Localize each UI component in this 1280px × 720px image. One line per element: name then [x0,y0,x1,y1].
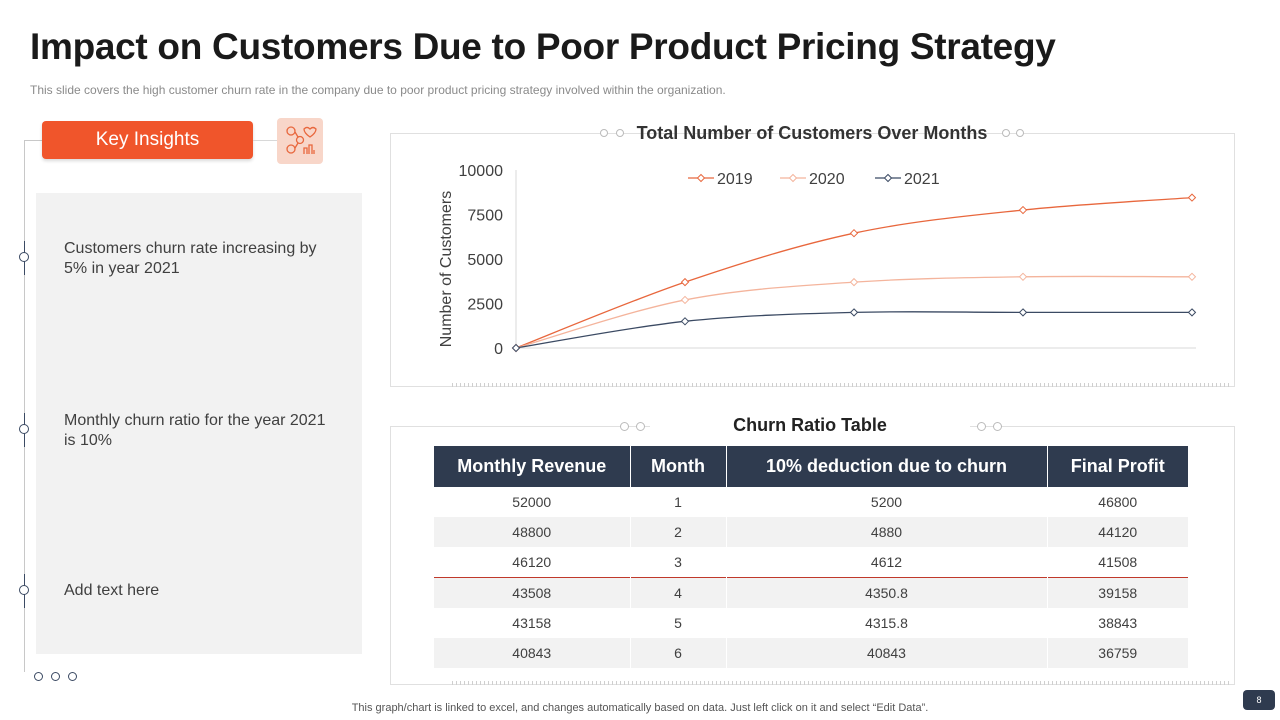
table-cell: 40843 [726,638,1048,668]
insight-item: Add text here [64,582,160,599]
table-frame-hatch [452,681,1232,685]
table-cell: 4880 [726,517,1048,547]
table-cell: 4315.8 [726,608,1048,638]
decorative-circle [600,129,608,137]
table-row: 40843 6 40843 36759 [434,638,1188,668]
data-point-2020 [1187,272,1197,282]
timeline-marker [19,424,29,434]
insight-item: Monthly churn ratio for the year 2021 is… [64,412,326,449]
y-tick-label: 7500 [467,208,503,225]
column-header: Month [630,446,727,487]
data-point-2019 [1018,205,1028,215]
table-cell: 4350.8 [726,577,1048,608]
table-cell: 43508 [434,577,631,608]
page-title: Impact on Customers Due to Poor Product … [30,26,1056,67]
table-cell: 43158 [434,608,631,638]
table-cell: 38843 [1047,608,1188,638]
data-point-2021 [680,317,690,326]
data-point-2020 [1018,272,1028,282]
table-cell: 44120 [1047,517,1188,547]
customers-line-chart[interactable]: Total Number of Customers Over Months 100… [390,118,1234,386]
table-row: 46120 3 4612 41508 [434,547,1188,578]
column-header: 10% deduction due to churn [726,446,1048,487]
table-cell: 3 [630,547,727,578]
table-cell: 5 [630,608,727,638]
series-line-2019 [515,196,1193,349]
table-row: 43508 4 4350.8 39158 [434,577,1188,608]
table-row: 52000 1 5200 46800 [434,487,1188,517]
table-cell: 48800 [434,517,631,547]
table-cell: 52000 [434,487,631,517]
legend-label-2020: 2020 [809,171,845,188]
y-tick-label: 0 [494,341,503,358]
legend-label-2019: 2019 [717,171,753,188]
table-cell: 1 [630,487,727,517]
chart-frame-hatch [452,383,1232,387]
decorative-circle [616,129,624,137]
insights-panel [36,193,362,654]
footer-note: This graph/chart is linked to excel, and… [351,702,929,714]
data-point-2021 [849,308,859,317]
y-axis-label: Number of Customers [438,191,455,348]
decorative-circle [620,422,629,431]
table-title: Churn Ratio Table [650,415,970,436]
table-cell: 41508 [1047,547,1188,578]
table-cell: 2 [630,517,727,547]
chart-title: Total Number of Customers Over Months [637,123,988,143]
table-cell: 40843 [434,638,631,668]
key-insights-button[interactable]: Key Insights [42,121,253,159]
page-subtitle: This slide covers the high customer chur… [30,83,726,97]
table-cell: 5200 [726,487,1048,517]
table-cell: 36759 [1047,638,1188,668]
insights-connector [253,140,277,141]
data-point-2019 [680,277,690,287]
pagination-dot [68,672,77,681]
legend-label-2021: 2021 [904,171,940,188]
data-point-2019 [1187,193,1197,202]
timeline-marker [19,252,29,262]
table-header-row: Monthly Revenue Month 10% deduction due … [434,446,1188,487]
insights-icon-box [277,118,323,164]
table-row: 43158 5 4315.8 38843 [434,608,1188,638]
data-point-2020 [849,277,859,287]
data-point-2021 [511,343,521,353]
table-cell: 46800 [1047,487,1188,517]
pagination-dot [34,672,43,681]
table-cell: 6 [630,638,727,668]
churn-ratio-table: Monthly Revenue Month 10% deduction due … [434,446,1188,668]
decorative-circle [636,422,645,431]
table-cell: 4612 [726,547,1048,578]
data-point-2020 [680,295,690,305]
legend-marker-2019 [696,173,706,183]
decorative-circle [1016,129,1024,137]
data-point-2019 [849,228,859,238]
page-number: 8 [1243,690,1275,710]
timeline-connector [24,140,44,141]
legend-marker-2021 [883,173,893,183]
timeline-line [24,140,25,672]
y-tick-label: 5000 [467,252,503,269]
column-header: Monthly Revenue [434,446,631,487]
y-tick-label: 2500 [467,297,503,314]
team-insights-icon [286,126,317,154]
table-cell: 46120 [434,547,631,578]
decorative-circle [993,422,1002,431]
data-point-2021 [1187,308,1197,317]
y-tick-label: 10000 [459,163,504,180]
insight-item: Customers churn rate increasing by 5% in… [64,240,317,277]
timeline-marker [19,585,29,595]
decorative-circle [1002,129,1010,137]
table-row: 48800 2 4880 44120 [434,517,1188,547]
table-cell: 39158 [1047,577,1188,608]
table-cell: 4 [630,577,727,608]
pagination-dot [51,672,60,681]
decorative-circle [977,422,986,431]
column-header: Final Profit [1047,446,1188,487]
data-point-2021 [1018,308,1028,317]
legend-marker-2020 [788,173,798,183]
